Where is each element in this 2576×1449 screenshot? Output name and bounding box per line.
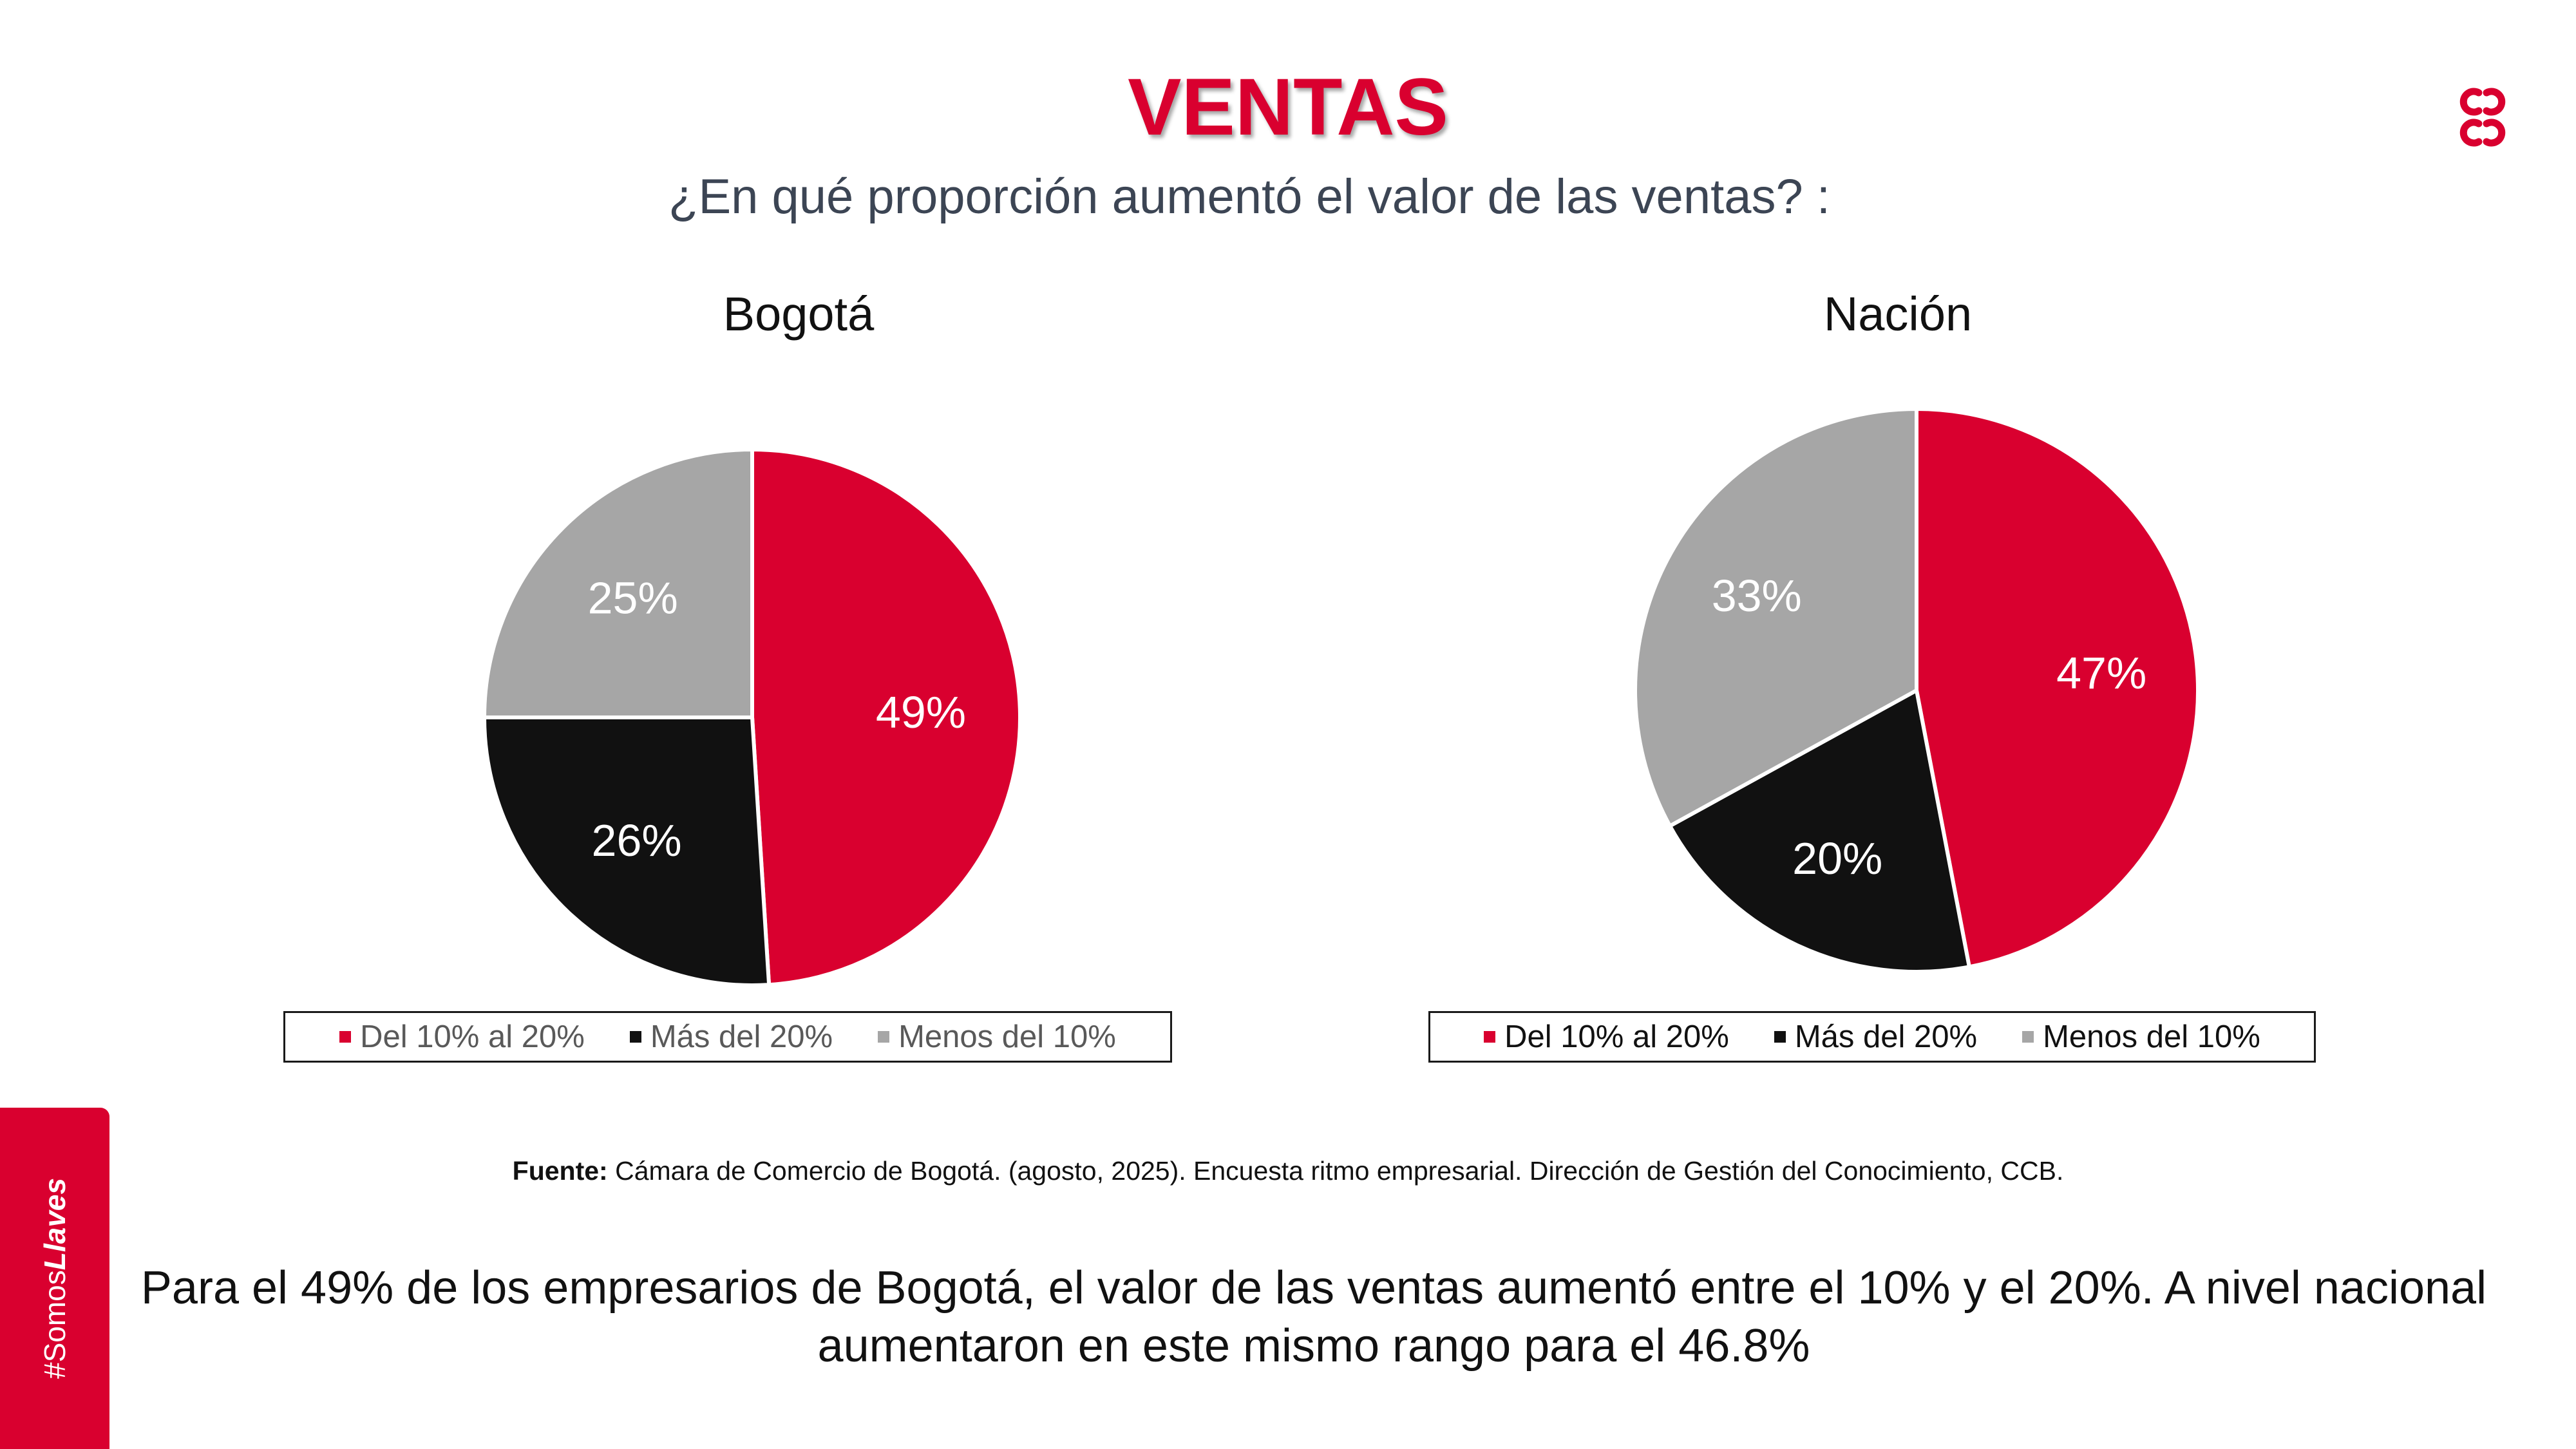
side-tab-prefix: #Somos — [38, 1270, 71, 1379]
source-prefix: Fuente: — [512, 1156, 608, 1186]
legend-swatch-0-0 — [339, 1031, 352, 1043]
pie-slice-1-2 — [1633, 406, 1918, 829]
pie-slice-0-0 — [750, 447, 1022, 987]
legend-swatch-1-2 — [2022, 1031, 2034, 1043]
source-note: Fuente: Cámara de Comercio de Bogotá. (a… — [0, 1156, 2576, 1186]
legend-swatch-1-1 — [1774, 1031, 1786, 1043]
pie-slice-0-1 — [482, 715, 772, 987]
chart-title-bogota: Bogotá — [723, 287, 875, 341]
pie-label-1-0: 47% — [2056, 648, 2146, 698]
pie-label-0-0: 49% — [876, 687, 966, 737]
legend-label-1-2: Menos del 10% — [2043, 1019, 2260, 1054]
pie-label-0-1: 26% — [592, 815, 682, 866]
pie-slice-1-1 — [1667, 687, 1972, 974]
pie-nacion: 47% 20% 33% — [1633, 406, 2201, 974]
page-subtitle: ¿En qué proporción aumentó el valor de l… — [668, 169, 1830, 224]
legend-swatch-1-0 — [1484, 1031, 1496, 1043]
legend-item-1-0: Del 10% al 20% — [1484, 1019, 1729, 1055]
pie-label-1-2: 33% — [1712, 571, 1802, 621]
legend-label-0-0: Del 10% al 20% — [360, 1019, 585, 1054]
legend-bogota: Del 10% al 20% Más del 20% Menos del 10% — [283, 1011, 1172, 1063]
side-tab: #SomosLlaves — [0, 1108, 109, 1449]
legend-item-0-1: Más del 20% — [629, 1019, 833, 1055]
conclusion-line-1: Para el 49% de los empresarios de Bogotá… — [140, 1262, 2487, 1314]
legend-item-1-2: Menos del 10% — [2022, 1019, 2260, 1055]
pie-label-1-1: 20% — [1792, 833, 1882, 884]
ccb-logo-icon — [2459, 88, 2506, 147]
conclusion-line-2: aumentaron en este mismo rango para el 4… — [817, 1320, 1810, 1372]
legend-label-1-0: Del 10% al 20% — [1504, 1019, 1729, 1054]
conclusion-text: Para el 49% de los empresarios de Bogotá… — [129, 1259, 2499, 1375]
legend-label-0-1: Más del 20% — [650, 1019, 833, 1054]
legend-item-1-1: Más del 20% — [1774, 1019, 1977, 1055]
pie-slice-1-0 — [1915, 406, 2201, 969]
legend-label-0-2: Menos del 10% — [898, 1019, 1116, 1054]
source-text: Cámara de Comercio de Bogotá. (agosto, 2… — [607, 1156, 2064, 1186]
legend-item-0-2: Menos del 10% — [878, 1019, 1116, 1055]
legend-item-0-0: Del 10% al 20% — [339, 1019, 585, 1055]
pie-label-0-2: 25% — [588, 573, 678, 623]
pie-bogota: 49% 26% 25% — [482, 447, 1022, 987]
legend-swatch-0-1 — [629, 1031, 641, 1043]
chart-title-nacion: Nación — [1823, 287, 1973, 341]
side-tab-bold: Llaves — [38, 1178, 71, 1271]
legend-label-1-1: Más del 20% — [1794, 1019, 1978, 1054]
page-title: VENTAS — [1128, 62, 1448, 152]
legend-nacion: Del 10% al 20% Más del 20% Menos del 10% — [1428, 1011, 2316, 1063]
side-tab-hashtag: #SomosLlaves — [37, 1178, 72, 1379]
pie-slice-0-2 — [482, 447, 754, 719]
legend-swatch-0-2 — [878, 1031, 890, 1043]
